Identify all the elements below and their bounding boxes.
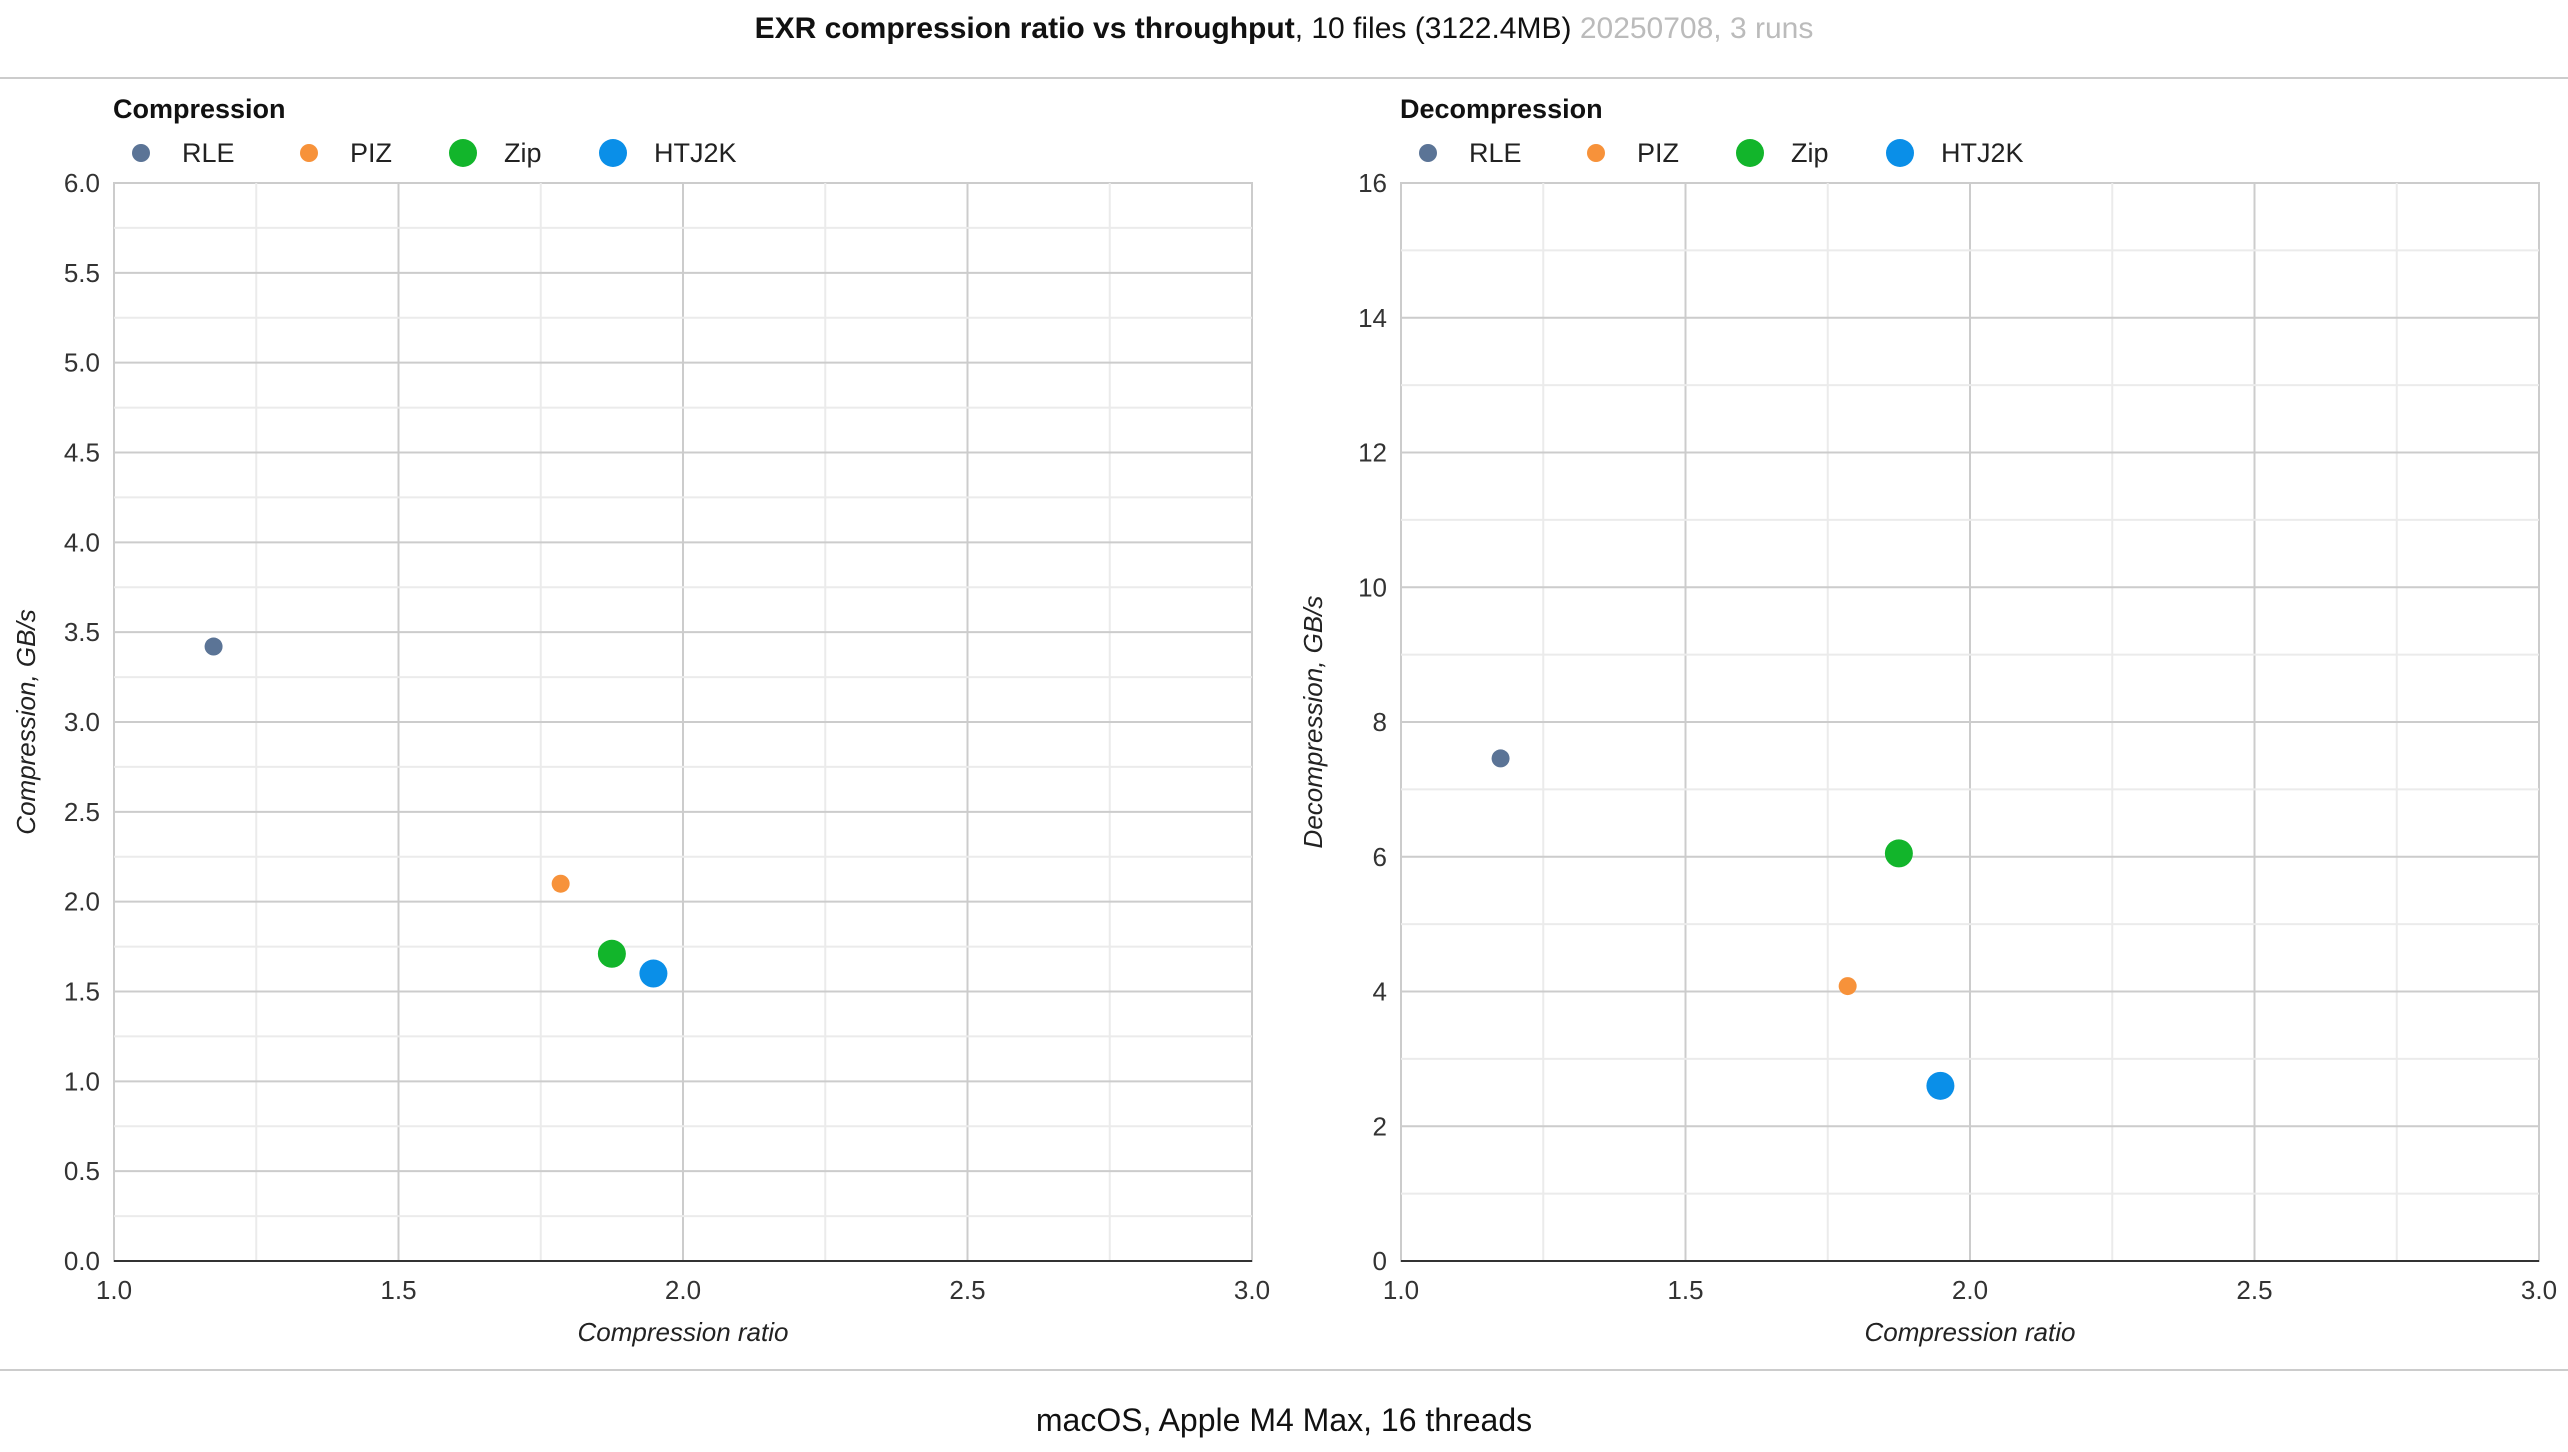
y-tick-label: 1.5 — [64, 977, 100, 1007]
y-tick-label: 12 — [1358, 438, 1387, 468]
legend-marker — [1587, 144, 1605, 162]
x-tick-label: 3.0 — [2521, 1275, 2557, 1305]
y-tick-label: 4.5 — [64, 438, 100, 468]
legend-marker — [449, 139, 477, 167]
compression-chart: 1.0 1.5 2.0 2.5 3.0 0.0 0.5 1.0 1.5 2.0 2.5 3.0 3.5 4… — [11, 94, 1270, 1347]
chart-main-title: EXR compression ratio vs throughput — [754, 12, 1295, 45]
x-tick-label: 2.0 — [665, 1275, 701, 1305]
data-point-htj2k — [1926, 1071, 1955, 1100]
x-tick-label: 2.5 — [949, 1275, 985, 1305]
legend-marker — [599, 139, 627, 167]
y-tick-label: 2 — [1373, 1111, 1387, 1141]
x-tick-label: 1.0 — [1383, 1275, 1419, 1305]
legend-marker — [300, 144, 318, 162]
legend-marker — [1736, 139, 1764, 167]
footer-divider — [0, 1369, 2568, 1371]
y-tick-label: 5.0 — [64, 348, 100, 378]
y-tick-label: 0.0 — [64, 1246, 100, 1276]
y-tick-label: 6.0 — [64, 168, 100, 198]
x-tick-label: 2.5 — [2236, 1275, 2272, 1305]
y-tick-label: 4 — [1373, 977, 1387, 1007]
y-tick-label: 16 — [1358, 168, 1387, 198]
y-tick-label: 8 — [1373, 707, 1387, 737]
legend-label: RLE — [182, 138, 235, 168]
legend-marker — [132, 144, 150, 162]
legend-label: HTJ2K — [654, 138, 737, 168]
legend-label: Zip — [1791, 138, 1829, 168]
y-tick-label: 2.5 — [64, 797, 100, 827]
y-tick-label: 10 — [1358, 572, 1387, 602]
legend-label: HTJ2K — [1941, 138, 2024, 168]
system-info-footer: macOS, Apple M4 Max, 16 threads — [1035, 1402, 1533, 1438]
data-point-piz — [551, 874, 570, 893]
legend-marker — [1886, 139, 1914, 167]
y-tick-label: 3.5 — [64, 617, 100, 647]
y-tick-label: 3.0 — [64, 707, 100, 737]
data-point-rle — [204, 637, 223, 656]
y-axis-title: Decompression, GB/s — [1298, 596, 1328, 849]
legend-label: Zip — [504, 138, 542, 168]
chart-file-info: , 10 files (3122.4MB) — [1294, 12, 1572, 45]
legend-label: PIZ — [350, 138, 392, 168]
data-point-piz — [1838, 977, 1857, 996]
x-tick-label: 1.0 — [96, 1275, 132, 1305]
x-tick-label: 2.0 — [1952, 1275, 1988, 1305]
y-tick-label: 14 — [1358, 303, 1387, 333]
decompression-chart: 1.0 1.5 2.0 2.5 3.0 0 2 4 6 8 10 12 14 16 Compression … — [1298, 94, 2557, 1347]
y-axis-title: Compression, GB/s — [11, 609, 41, 834]
chart-title: Decompression — [1400, 94, 1603, 124]
x-tick-label: 1.5 — [1667, 1275, 1703, 1305]
chart-header: EXR compression ratio vs throughput, 10 … — [0, 0, 2568, 79]
x-tick-label: 3.0 — [1234, 1275, 1270, 1305]
y-tick-label: 0.5 — [64, 1156, 100, 1186]
data-point-htj2k — [639, 959, 668, 988]
data-point-zip — [597, 939, 626, 968]
y-tick-label: 6 — [1373, 842, 1387, 872]
chart-run-info: 20250708, 3 runs — [1571, 12, 1814, 45]
legend-marker — [1419, 144, 1437, 162]
y-tick-label: 4.0 — [64, 527, 100, 557]
data-point-rle — [1491, 749, 1510, 768]
y-tick-label: 1.0 — [64, 1066, 100, 1096]
legend-label: PIZ — [1637, 138, 1679, 168]
y-tick-label: 0 — [1373, 1246, 1387, 1276]
chart-title: Compression — [113, 94, 286, 124]
legend-label: RLE — [1469, 138, 1522, 168]
x-tick-label: 1.5 — [380, 1275, 416, 1305]
x-axis-title: Compression ratio — [578, 1317, 789, 1347]
y-tick-label: 5.5 — [64, 258, 100, 288]
y-tick-label: 2.0 — [64, 887, 100, 917]
x-axis-title: Compression ratio — [1865, 1317, 2076, 1347]
data-point-zip — [1884, 839, 1913, 868]
